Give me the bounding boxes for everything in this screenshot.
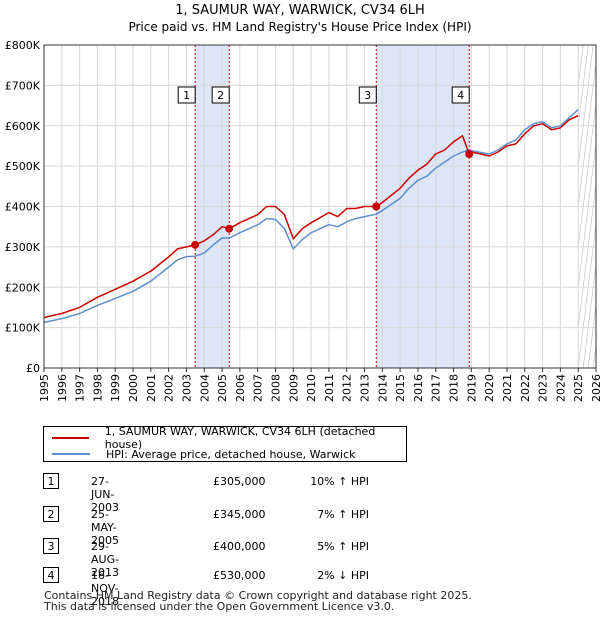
footer: Contains HM Land Registry data © Crown c…	[44, 590, 472, 612]
x-tick-label: 2025	[572, 374, 585, 402]
x-tick-label: 2020	[483, 374, 496, 402]
x-tick-label: 2005	[216, 374, 229, 402]
y-tick-label: £400K	[5, 201, 41, 214]
transaction-point	[465, 150, 474, 159]
x-tick-label: 2003	[180, 374, 193, 402]
transaction-number: 1	[43, 473, 59, 489]
transaction-price: £345,000	[213, 508, 266, 521]
x-tick-label: 2016	[412, 374, 425, 402]
y-tick-label: £500K	[5, 160, 41, 173]
x-tick-label: 1998	[91, 374, 104, 402]
y-tick-label: £600K	[5, 120, 41, 133]
legend-label-price: 1, SAUMUR WAY, WARWICK, CV34 6LH (detach…	[104, 425, 376, 451]
marker-label: 1	[183, 89, 190, 102]
x-tick-label: 2022	[519, 374, 532, 402]
hatch-line	[578, 45, 589, 129]
hatch-line	[582, 262, 596, 368]
x-tick-label: 2007	[252, 374, 265, 402]
transaction-date: 16-NOV-2018	[91, 569, 119, 608]
transaction-price: £530,000	[213, 569, 266, 582]
transaction-point	[372, 202, 381, 211]
legend: 1, SAUMUR WAY, WARWICK, CV34 6LH (detach…	[43, 425, 407, 462]
price-chart: 1, SAUMUR WAY, WARWICK, CV34 6LH Price p…	[5, 3, 600, 402]
x-tick-label: 2012	[341, 374, 354, 402]
legend-item-hpi: HPI: Average price, detached house, Warw…	[52, 446, 356, 462]
transaction-price: £305,000	[213, 475, 266, 488]
x-tick-label: 2006	[234, 374, 247, 402]
hpi-series-line	[43, 109, 579, 324]
transaction-number: 4	[43, 567, 59, 583]
marker-label-box	[211, 86, 230, 104]
y-tick-label: £0	[26, 362, 40, 375]
x-tick-label: 1999	[109, 374, 122, 402]
x-tick-label: 2014	[376, 374, 389, 402]
x-tick-label: 2018	[448, 374, 461, 402]
marker-label-box	[451, 86, 470, 104]
hatch-line	[578, 60, 596, 209]
x-tick-label: 2010	[305, 374, 318, 402]
x-tick-label: 2011	[323, 374, 336, 402]
hatch-line	[578, 221, 596, 368]
hatch-line	[587, 302, 596, 368]
x-tick-label: 2002	[163, 374, 176, 402]
transaction-number: 2	[43, 506, 59, 522]
transaction-hpi: 10% ↑ HPI	[310, 475, 369, 488]
footer-licence: This data is licensed under the Open Gov…	[44, 600, 395, 613]
x-tick-label: 2001	[145, 374, 158, 402]
y-tick-label: £300K	[5, 241, 41, 254]
x-tick-label: 1995	[38, 374, 51, 402]
legend-swatch-price	[52, 437, 89, 439]
legend-label-hpi: HPI: Average price, detached house, Warw…	[106, 447, 356, 461]
y-tick-label: £700K	[5, 79, 41, 92]
marker-label: 3	[364, 89, 371, 102]
transaction-price: £400,000	[213, 540, 266, 553]
x-tick-label: 2019	[465, 374, 478, 402]
x-tick-label: 2013	[359, 374, 372, 402]
transaction-point	[225, 224, 234, 233]
x-tick-label: 2024	[554, 374, 567, 402]
transaction-hpi: 2% ↓ HPI	[317, 569, 369, 582]
marker-label-box	[177, 86, 196, 104]
legend-swatch-hpi	[52, 453, 90, 455]
y-tick-label: £200K	[5, 281, 41, 294]
transaction-hpi: 5% ↑ HPI	[317, 540, 369, 553]
x-tick-label: 2008	[269, 374, 282, 402]
legend-item-price: 1, SAUMUR WAY, WARWICK, CV34 6LH (detach…	[52, 425, 406, 451]
hatch-line	[578, 45, 594, 169]
transaction-date: 25-MAY-2005	[91, 508, 119, 547]
transaction-date: 29-AUG-2013	[91, 540, 120, 579]
x-tick-label: 2026	[590, 374, 600, 402]
marker-label-box	[358, 86, 377, 104]
x-tick-label: 2021	[501, 374, 514, 402]
transaction-number: 3	[43, 538, 59, 554]
y-tick-label: £800K	[5, 39, 41, 52]
x-tick-label: 2009	[287, 374, 300, 402]
x-tick-label: 1996	[56, 374, 69, 402]
transaction-date: 27-JUN-2003	[91, 475, 119, 514]
x-tick-label: 2017	[430, 374, 443, 402]
x-tick-label: 2004	[198, 374, 211, 402]
transaction-hpi: 7% ↑ HPI	[317, 508, 369, 521]
y-tick-label: £100K	[5, 322, 41, 335]
chart-subtitle: Price paid vs. HM Land Registry's House …	[128, 20, 471, 34]
marker-label: 4	[457, 89, 464, 102]
footer-copyright: Contains HM Land Registry data © Crown c…	[44, 589, 472, 602]
x-tick-label: 2000	[127, 374, 140, 402]
x-tick-label: 2023	[537, 374, 550, 402]
transaction-point	[191, 240, 200, 249]
chart-title: 1, SAUMUR WAY, WARWICK, CV34 6LH	[175, 3, 425, 18]
x-tick-label: 1997	[74, 374, 87, 402]
plot-frame	[43, 44, 597, 369]
marker-label: 2	[217, 89, 224, 102]
x-tick-label: 2015	[394, 374, 407, 402]
price-series-line	[43, 115, 579, 319]
